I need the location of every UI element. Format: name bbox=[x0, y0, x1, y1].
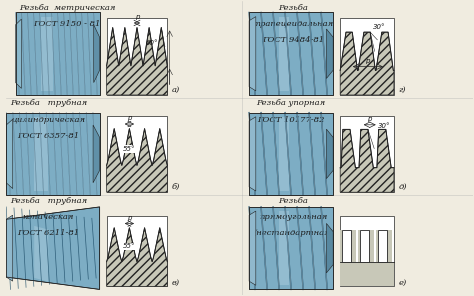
Text: 30°: 30° bbox=[378, 123, 391, 129]
Bar bbox=[107, 262, 167, 287]
Text: коническая: коническая bbox=[23, 213, 74, 221]
Text: Резьба: Резьба bbox=[279, 4, 309, 12]
Text: 55°: 55° bbox=[123, 243, 136, 250]
Polygon shape bbox=[6, 215, 13, 281]
Text: p: p bbox=[127, 215, 132, 221]
Bar bbox=[107, 165, 167, 192]
Bar bbox=[378, 230, 387, 262]
Bar bbox=[249, 12, 333, 95]
Text: г): г) bbox=[399, 86, 406, 94]
Text: ГОСТ 6211-81: ГОСТ 6211-81 bbox=[17, 229, 79, 237]
Text: ГОСТ 6357-81: ГОСТ 6357-81 bbox=[17, 132, 79, 140]
Bar bbox=[16, 12, 100, 95]
Polygon shape bbox=[94, 25, 100, 83]
Text: ГОСТ 9484-81: ГОСТ 9484-81 bbox=[263, 36, 325, 44]
Bar bbox=[107, 216, 167, 287]
Polygon shape bbox=[327, 223, 333, 273]
Polygon shape bbox=[249, 17, 256, 91]
Polygon shape bbox=[6, 207, 100, 289]
Text: прямоугольная: прямоугольная bbox=[259, 213, 328, 221]
Bar bbox=[249, 113, 333, 195]
Polygon shape bbox=[340, 230, 394, 287]
Text: трапецеидальная: трапецеидальная bbox=[253, 20, 334, 28]
Bar bbox=[249, 207, 333, 289]
Bar bbox=[279, 211, 289, 285]
Bar bbox=[16, 12, 100, 95]
Polygon shape bbox=[107, 28, 167, 95]
Bar bbox=[107, 18, 167, 95]
Bar bbox=[279, 17, 289, 91]
Polygon shape bbox=[6, 119, 13, 189]
Bar bbox=[6, 113, 100, 195]
Text: в): в) bbox=[172, 279, 180, 287]
Polygon shape bbox=[340, 32, 394, 95]
Bar bbox=[340, 216, 394, 287]
Text: 55°: 55° bbox=[123, 146, 136, 152]
Bar bbox=[34, 117, 48, 191]
Text: p: p bbox=[365, 57, 369, 64]
Polygon shape bbox=[107, 228, 167, 287]
Polygon shape bbox=[249, 117, 256, 191]
Polygon shape bbox=[249, 211, 256, 285]
Bar bbox=[6, 113, 100, 195]
Polygon shape bbox=[107, 129, 167, 192]
Text: Резьба упорная: Резьба упорная bbox=[256, 99, 326, 107]
Text: цилиндрическая: цилиндрическая bbox=[11, 116, 85, 124]
Bar bbox=[342, 230, 351, 262]
Bar bbox=[279, 117, 289, 191]
Bar bbox=[340, 70, 394, 95]
Polygon shape bbox=[340, 129, 394, 192]
Bar bbox=[249, 207, 333, 289]
Text: (нестандартная): (нестандартная) bbox=[254, 229, 333, 237]
Bar bbox=[107, 116, 167, 192]
Bar bbox=[340, 168, 394, 192]
Text: Резьба   трубная: Резьба трубная bbox=[9, 197, 87, 205]
Text: 30°: 30° bbox=[373, 25, 385, 30]
Bar bbox=[360, 230, 369, 262]
Text: Резьба  метрическая: Резьба метрическая bbox=[19, 4, 115, 12]
Text: е): е) bbox=[399, 279, 407, 287]
Bar bbox=[340, 262, 394, 287]
Bar bbox=[107, 66, 167, 95]
Bar bbox=[340, 116, 394, 192]
Text: p: p bbox=[367, 116, 372, 122]
Polygon shape bbox=[34, 226, 48, 281]
Polygon shape bbox=[16, 19, 21, 89]
Text: 60°: 60° bbox=[146, 40, 158, 46]
Text: д): д) bbox=[399, 183, 407, 191]
Text: а): а) bbox=[172, 86, 180, 94]
Bar bbox=[249, 12, 333, 95]
Bar bbox=[41, 17, 54, 91]
Text: p: p bbox=[135, 14, 139, 20]
Text: Резьба   трубная: Резьба трубная bbox=[9, 99, 87, 107]
Polygon shape bbox=[327, 29, 333, 78]
Text: Резьба: Резьба bbox=[279, 197, 309, 205]
Text: p: p bbox=[127, 115, 132, 121]
Text: б): б) bbox=[172, 183, 181, 191]
Text: ГОСТ 10177-82: ГОСТ 10177-82 bbox=[257, 116, 325, 124]
Text: ГОСТ 9150 - 81: ГОСТ 9150 - 81 bbox=[33, 20, 100, 28]
Bar bbox=[340, 18, 394, 95]
Bar bbox=[249, 113, 333, 195]
Polygon shape bbox=[93, 125, 100, 183]
Polygon shape bbox=[327, 129, 333, 179]
